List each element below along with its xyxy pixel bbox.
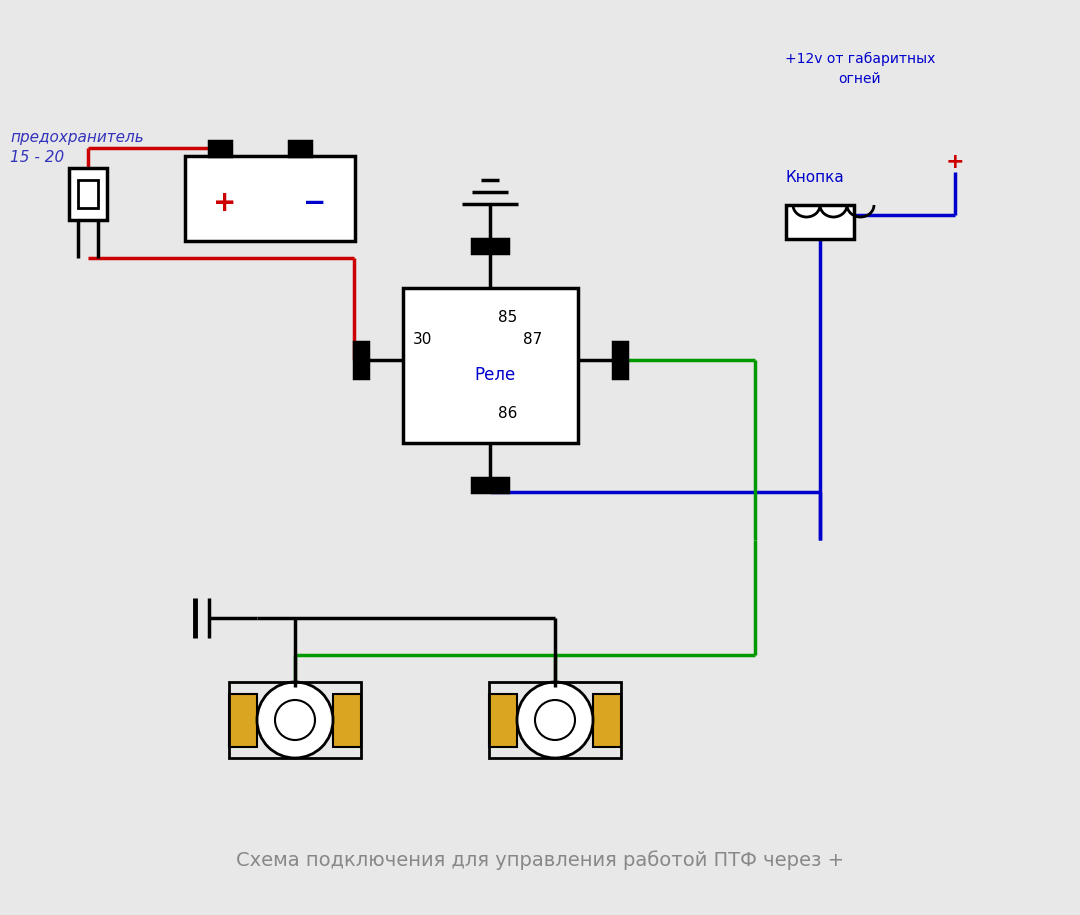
Text: +: +: [214, 189, 237, 217]
Text: предохранитель: предохранитель: [10, 130, 144, 145]
Text: Схема подключения для управления работой ПТФ через +: Схема подключения для управления работой…: [235, 850, 845, 870]
Circle shape: [257, 682, 333, 758]
Circle shape: [535, 700, 575, 740]
Text: −: −: [303, 189, 326, 217]
Text: 85: 85: [498, 310, 517, 326]
Bar: [289, 141, 311, 156]
Bar: [786, 205, 854, 239]
Text: огней: огней: [839, 72, 881, 86]
Bar: [613, 342, 627, 378]
Text: 30: 30: [413, 332, 432, 348]
Text: +12v от габаритных: +12v от габаритных: [785, 52, 935, 66]
Bar: [69, 168, 107, 220]
Bar: [229, 682, 361, 758]
Text: 86: 86: [498, 405, 517, 421]
Bar: [78, 180, 98, 208]
Text: 15 - 20: 15 - 20: [10, 150, 64, 165]
Text: +: +: [946, 152, 964, 172]
Bar: [333, 694, 361, 747]
Bar: [472, 478, 508, 492]
Bar: [593, 694, 621, 747]
Text: Реле: Реле: [474, 366, 515, 384]
Bar: [472, 239, 508, 253]
Bar: [185, 156, 355, 241]
Text: 87: 87: [523, 332, 542, 348]
Text: Кнопка: Кнопка: [785, 169, 845, 185]
Bar: [403, 288, 578, 443]
Circle shape: [517, 682, 593, 758]
Bar: [489, 694, 517, 747]
Circle shape: [275, 700, 315, 740]
Bar: [229, 694, 257, 747]
Bar: [354, 342, 368, 378]
Bar: [489, 682, 621, 758]
Bar: [210, 141, 231, 156]
